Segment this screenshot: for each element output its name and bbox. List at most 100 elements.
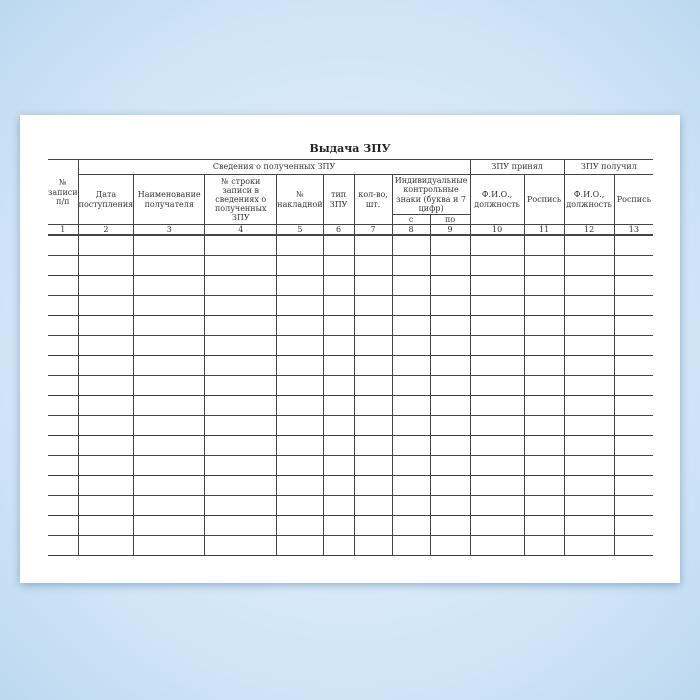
document-title: Выдача ЗПУ — [309, 142, 391, 155]
table-cell — [429, 255, 471, 277]
table-cell — [48, 255, 79, 277]
column-number: 3 — [133, 224, 206, 237]
table-cell — [563, 495, 615, 517]
table-cell — [391, 315, 431, 337]
table-cell — [469, 255, 525, 277]
table-cell — [429, 395, 471, 417]
table-row — [48, 355, 654, 377]
table-cell — [133, 475, 206, 497]
table-cell — [77, 295, 135, 317]
table-row — [48, 535, 654, 557]
table-cell — [563, 234, 615, 257]
table-row — [48, 415, 654, 437]
header-record-no: № записи п/п — [48, 158, 79, 226]
table-cell — [204, 355, 278, 377]
table-cell — [429, 415, 471, 437]
table-cell — [77, 355, 135, 377]
table-cell — [77, 435, 135, 457]
table-cell — [353, 415, 393, 437]
table-cell — [322, 475, 355, 497]
header-invoice: № накладной — [276, 173, 324, 226]
table-cell — [204, 395, 278, 417]
column-number-row: 1 2 3 4 5 6 7 8 9 10 11 12 13 — [48, 224, 654, 237]
table-cell — [77, 495, 135, 517]
table-cell — [429, 455, 471, 477]
table-cell — [322, 535, 355, 557]
header-line-no: № строки записи в сведениях о полученных… — [204, 173, 278, 226]
table-cell — [276, 415, 324, 437]
table-cell — [276, 295, 324, 317]
table-cell — [563, 355, 615, 377]
table-cell — [276, 315, 324, 337]
table-cell — [322, 375, 355, 397]
table-cell — [429, 375, 471, 397]
table-cell — [469, 415, 525, 437]
table-cell — [391, 395, 431, 417]
column-number: 8 — [391, 224, 431, 237]
table-cell — [204, 435, 278, 457]
column-number: 13 — [613, 224, 654, 237]
table-cell — [48, 435, 79, 457]
table-cell — [391, 375, 431, 397]
table-cell — [204, 335, 278, 357]
table-cell — [523, 295, 565, 317]
table-cell — [613, 535, 654, 557]
zpu-issue-table: № записи п/п Сведения о полученных ЗПУ З… — [48, 158, 654, 557]
table-cell — [353, 275, 393, 297]
table-cell — [48, 335, 79, 357]
table-cell — [276, 255, 324, 277]
table-cell — [353, 335, 393, 357]
table-cell — [613, 275, 654, 297]
table-cell — [429, 335, 471, 357]
table-cell — [204, 275, 278, 297]
table-cell — [204, 234, 278, 257]
table-row — [48, 515, 654, 537]
table-cell — [563, 395, 615, 417]
table-cell — [48, 535, 79, 557]
table-cell — [276, 535, 324, 557]
table-cell — [613, 355, 654, 377]
table-cell — [133, 375, 206, 397]
table-cell — [77, 375, 135, 397]
table-cell — [613, 495, 654, 517]
table-cell — [48, 495, 79, 517]
column-number: 1 — [48, 224, 79, 237]
table-row — [48, 495, 654, 517]
table-cell — [322, 234, 355, 257]
table-cell — [48, 275, 79, 297]
table-cell — [613, 435, 654, 457]
table-cell — [563, 375, 615, 397]
table-cell — [469, 275, 525, 297]
table-cell — [322, 315, 355, 337]
table-cell — [276, 275, 324, 297]
table-cell — [563, 295, 615, 317]
table-cell — [77, 395, 135, 417]
table-cell — [391, 535, 431, 557]
table-row — [48, 375, 654, 397]
table-cell — [276, 335, 324, 357]
column-number: 2 — [77, 224, 135, 237]
table-cell — [133, 355, 206, 377]
table-cell — [353, 234, 393, 257]
table-cell — [469, 475, 525, 497]
table-cell — [204, 295, 278, 317]
table-cell — [133, 455, 206, 477]
column-number: 5 — [276, 224, 324, 237]
table-cell — [391, 515, 431, 537]
table-cell — [48, 295, 79, 317]
table-cell — [77, 315, 135, 337]
table-cell — [133, 315, 206, 337]
table-cell — [469, 295, 525, 317]
table-cell — [322, 295, 355, 317]
table-cell — [429, 435, 471, 457]
table-cell — [133, 415, 206, 437]
header-group-got: ЗПУ получил — [563, 159, 654, 175]
table-cell — [429, 475, 471, 497]
table-cell — [353, 375, 393, 397]
column-number: 12 — [563, 224, 615, 237]
table-cell — [469, 234, 525, 257]
table-cell — [429, 275, 471, 297]
table-cell — [613, 395, 654, 417]
table-cell — [613, 295, 654, 317]
table-cell — [391, 234, 431, 257]
